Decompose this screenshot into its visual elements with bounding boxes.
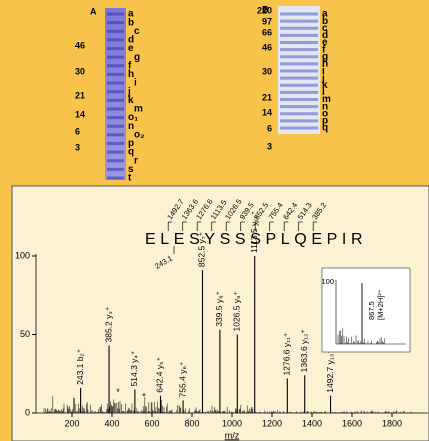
band: [280, 20, 318, 23]
peak-label: 243.1 b₂⁺: [75, 348, 85, 385]
peak-label: 1276.6 y₁₁⁺: [282, 332, 292, 375]
band: [107, 159, 124, 162]
mw-marker: 220: [257, 5, 272, 15]
band: [107, 38, 124, 41]
x-tick-label: 1600: [342, 418, 362, 428]
x-tick-label: 400: [104, 418, 119, 428]
gel-label: A: [90, 6, 97, 16]
peak-label: 514.3 y₄⁺: [129, 350, 139, 386]
band: [107, 82, 124, 85]
band-letter: o₂: [134, 129, 145, 140]
gel-lane-a: [105, 8, 126, 180]
inset-ion: [M+2H]²⁺: [376, 289, 385, 320]
band: [107, 64, 124, 67]
band: [280, 55, 318, 58]
band: [280, 91, 318, 94]
mw-marker: 21: [75, 90, 85, 100]
x-tick-label: 1800: [382, 418, 402, 428]
band-letter: q: [322, 123, 328, 134]
band: [280, 48, 318, 51]
band: [280, 27, 318, 30]
mw-marker: 14: [262, 107, 272, 117]
annotation: *: [116, 387, 120, 397]
mw-marker: 3: [267, 141, 272, 151]
y-tick-label: 50: [20, 329, 30, 339]
band: [280, 127, 318, 130]
band: [280, 84, 318, 87]
x-tick-label: 800: [184, 418, 199, 428]
x-tick-label: 600: [144, 418, 159, 428]
x-tick-label: 200: [64, 418, 79, 428]
mw-marker: 30: [262, 66, 272, 76]
band: [107, 21, 124, 24]
peak-label: 339.5 y₈⁺: [214, 290, 224, 326]
band: [107, 56, 124, 59]
x-tick-label: 1000: [222, 418, 242, 428]
inset-tick: 100: [321, 277, 334, 286]
y-tick-label: 100: [15, 250, 30, 260]
band: [280, 119, 318, 122]
band-letter: r: [134, 155, 138, 166]
y-tick-label: 0: [25, 407, 30, 417]
band: [107, 90, 124, 93]
band: [107, 47, 124, 50]
band-letter: i: [134, 78, 137, 89]
band: [107, 142, 124, 145]
band: [280, 105, 318, 108]
band: [280, 34, 318, 37]
band: [280, 70, 318, 73]
band: [107, 116, 124, 119]
peak-label: 755.4 y₆⁺: [177, 361, 187, 397]
mw-marker: 14: [75, 109, 85, 119]
band-letter: c: [134, 26, 140, 37]
band: [280, 41, 318, 44]
sequence: ELESYSSSPLQEPIR: [145, 231, 363, 248]
inset-peak-label: 867.5: [367, 301, 376, 320]
band: [280, 112, 318, 115]
band: [107, 73, 124, 76]
figure: A4630211463abcdegfhijkmo₁no₂pqrstB220976…: [0, 0, 429, 441]
band: [107, 107, 124, 110]
peak-label: 1363.6 y₁₂⁺: [299, 329, 309, 373]
peak-label: 385.2 y₃⁺: [103, 306, 113, 342]
x-tick-label: 1200: [262, 418, 282, 428]
annotation: *: [142, 392, 146, 402]
peak-label: 642.4 y₅⁺: [155, 356, 165, 392]
mw-marker: 66: [262, 27, 272, 37]
mw-marker: 97: [262, 16, 272, 26]
x-tick-label: 1400: [302, 418, 322, 428]
mw-marker: 6: [75, 126, 80, 136]
mw-marker: 6: [267, 123, 272, 133]
peak-label: 1026.5 y₉⁺: [232, 291, 242, 332]
band: [280, 62, 318, 65]
band: [107, 125, 124, 128]
band: [280, 98, 318, 101]
band-letter: g: [134, 52, 140, 63]
mw-marker: 21: [262, 92, 272, 102]
band: [107, 30, 124, 33]
band: [280, 13, 318, 16]
band: [107, 168, 124, 171]
mw-marker: 46: [75, 40, 85, 50]
mw-marker: 46: [262, 42, 272, 52]
band: [107, 13, 124, 16]
band: [107, 133, 124, 136]
mw-marker: 3: [75, 142, 80, 152]
x-axis-label: m/z: [225, 430, 240, 440]
band: [280, 77, 318, 80]
band: [107, 151, 124, 154]
mw-marker: 30: [75, 66, 85, 76]
band: [107, 177, 124, 180]
peak-label: 1492.7 y₁₃⁺: [325, 349, 335, 393]
band: [107, 99, 124, 102]
